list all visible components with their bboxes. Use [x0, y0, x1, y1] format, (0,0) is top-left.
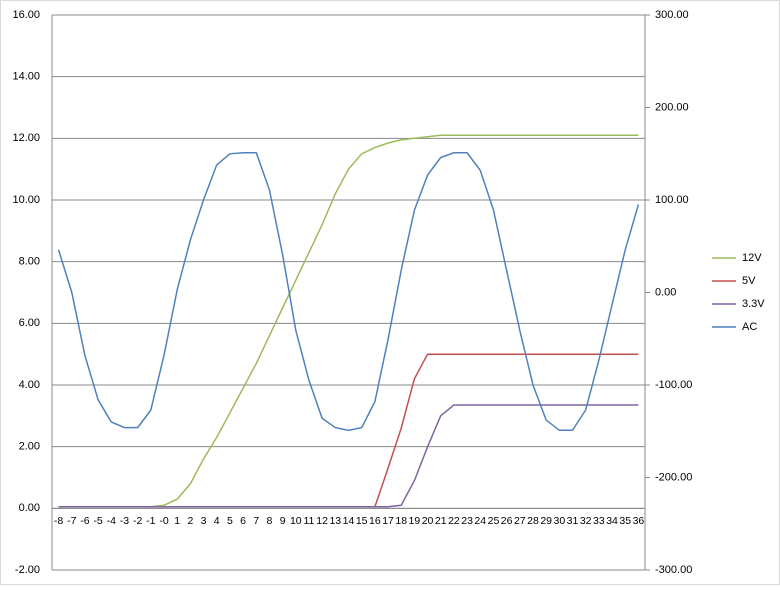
- x-tick-label: 7: [253, 515, 259, 527]
- y2-tick-label: -200.00: [655, 471, 692, 483]
- x-tick-label: 34: [606, 515, 618, 527]
- x-tick-label: 16: [369, 515, 381, 527]
- x-tick-label: -3: [120, 515, 129, 527]
- x-tick-label: 17: [382, 515, 394, 527]
- x-tick-label: 32: [580, 515, 592, 527]
- x-tick-label: 19: [409, 515, 421, 527]
- x-tick-label: 22: [448, 515, 460, 527]
- x-tick-label: 8: [267, 515, 273, 527]
- x-tick-label: 33: [593, 515, 605, 527]
- x-tick-label: 21: [435, 515, 447, 527]
- x-tick-label: 9: [280, 515, 286, 527]
- x-tick-label: 12: [316, 515, 328, 527]
- y2-tick-label: -300.00: [655, 564, 692, 576]
- x-tick-label: 3: [201, 515, 207, 527]
- x-tick-label: 6: [240, 515, 246, 527]
- x-tick-label: 35: [619, 515, 631, 527]
- y2-tick-label: 100.00: [655, 194, 689, 206]
- legend-label: 12V: [742, 252, 762, 264]
- x-tick-label: 4: [214, 515, 220, 527]
- x-tick-label: 15: [356, 515, 368, 527]
- y2-tick-label: -100.00: [655, 379, 692, 391]
- x-tick-label: 28: [527, 515, 539, 527]
- y-tick-label: 0.00: [19, 502, 40, 514]
- y-tick-label: 16.00: [12, 9, 40, 21]
- x-tick-label: 20: [422, 515, 434, 527]
- y2-tick-label: 0.00: [655, 286, 676, 298]
- x-tick-label: 27: [514, 515, 526, 527]
- x-tick-label: 26: [501, 515, 513, 527]
- y-tick-label: 10.00: [12, 194, 40, 206]
- x-tick-label: -5: [93, 515, 102, 527]
- y-tick-label: 4.00: [19, 379, 40, 391]
- x-tick-label: 1: [174, 515, 180, 527]
- x-tick-label: -2: [133, 515, 142, 527]
- x-tick-label: -6: [80, 515, 89, 527]
- legend-label: 3.3V: [742, 298, 765, 310]
- x-tick-label: 31: [567, 515, 579, 527]
- series-line: [58, 404, 639, 508]
- x-tick-label: 13: [329, 515, 341, 527]
- y-tick-label: 6.00: [19, 317, 40, 329]
- y2-tick-label: 300.00: [655, 9, 689, 21]
- x-tick-label: 24: [474, 515, 486, 527]
- y2-tick-label: 200.00: [655, 101, 689, 113]
- y-tick-label: 12.00: [12, 132, 40, 144]
- y-tick-label: 8.00: [19, 256, 40, 268]
- x-tick-label: -0: [159, 515, 168, 527]
- legend-label: 5V: [742, 275, 756, 287]
- x-tick-label: 36: [633, 515, 645, 527]
- x-tick-label: 23: [461, 515, 473, 527]
- y-tick-label: -2.00: [15, 564, 40, 576]
- y-tick-label: 2.00: [19, 441, 40, 453]
- x-tick-label: -1: [146, 515, 155, 527]
- x-tick-label: 11: [304, 515, 315, 527]
- x-tick-label: 30: [554, 515, 566, 527]
- legend-label: AC: [742, 321, 757, 333]
- x-tick-label: 18: [395, 515, 407, 527]
- x-tick-label: -7: [67, 515, 76, 527]
- x-tick-label: -4: [107, 515, 116, 527]
- x-tick-label: 29: [540, 515, 552, 527]
- x-tick-label: 5: [227, 515, 233, 527]
- y-tick-label: 14.00: [12, 71, 40, 83]
- x-tick-label: 25: [488, 515, 500, 527]
- x-tick-label: 14: [343, 515, 355, 527]
- x-tick-label: 10: [290, 515, 302, 527]
- x-tick-label: 2: [187, 515, 193, 527]
- x-tick-label: -8: [54, 515, 63, 527]
- series-line: [57, 152, 640, 432]
